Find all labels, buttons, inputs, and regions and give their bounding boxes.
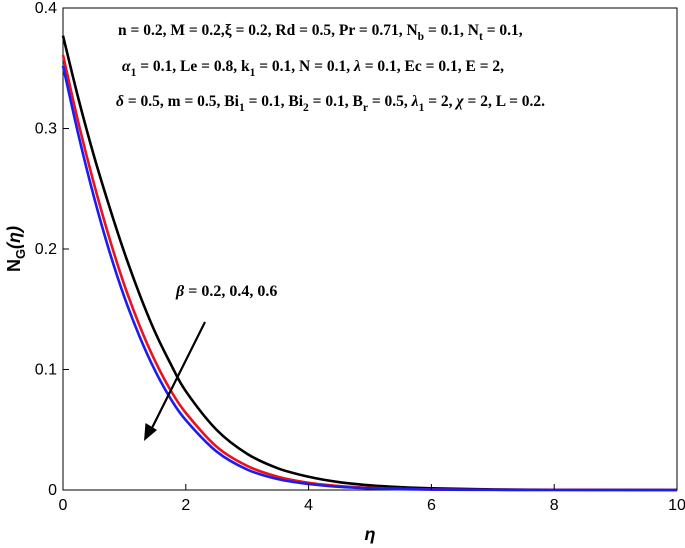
tick-layer: 0 2 4 6 8 10 0 0.1 0.2 0.3 0.4 [35, 0, 685, 514]
series-line-3 [61, 65, 677, 492]
y-tick-label: 0.2 [35, 241, 57, 258]
trend-arrow-head [144, 423, 157, 441]
y-tick-label: 0.4 [35, 0, 57, 17]
x-axis-label: η [365, 524, 376, 544]
x-tick-label: 2 [181, 497, 190, 514]
x-tick-label: 4 [304, 497, 313, 514]
beta-annotation: β = 0.2, 0.4, 0.6 [175, 283, 277, 300]
y-axis-label: NG(η) [4, 226, 28, 272]
trend-arrow-shaft [149, 321, 206, 433]
parameter-line-2: α1 = 0.1, Le = 0.8, k1 = 0.1, N = 0.1, λ… [122, 58, 504, 79]
x-tick-label: 10 [668, 497, 685, 514]
plot-area [62, 7, 678, 491]
parameter-line-3: δ = 0.5, m = 0.5, Bi1 = 0.1, Bi2 = 0.1, … [116, 93, 545, 114]
y-tick-label: 0.3 [35, 121, 57, 138]
y-tick-label: 0 [48, 482, 57, 499]
parameter-line-1: n = 0.2, M = 0.2,ξ = 0.2, Rd = 0.5, Pr =… [118, 22, 523, 43]
x-tick-label: 0 [59, 497, 68, 514]
y-tick-label: 0.1 [35, 362, 57, 379]
x-tick-label: 6 [427, 497, 436, 514]
x-tick-label: 8 [550, 497, 559, 514]
series-layer [61, 35, 678, 492]
